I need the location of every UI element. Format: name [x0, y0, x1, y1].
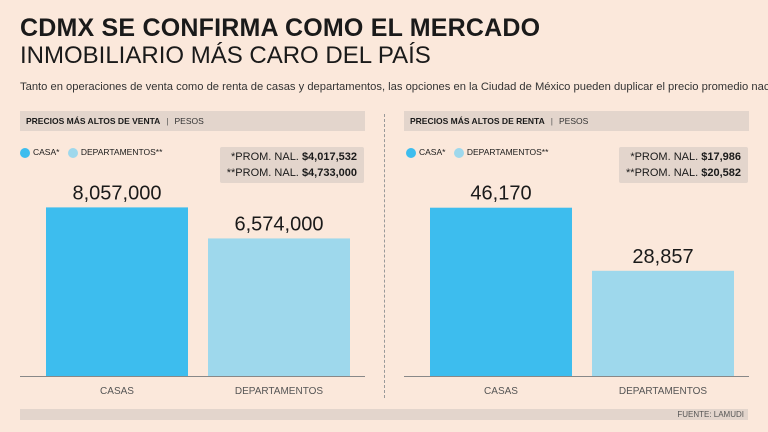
legend-item-casa: CASA* [20, 147, 60, 159]
legend-venta: CASA* DEPARTAMENTOS** [20, 147, 168, 159]
legend-renta: CASA* DEPARTAMENTOS** [406, 147, 554, 159]
avg-dept-value: $4,733,000 [301, 167, 357, 179]
legend-item-casa: CASA* [406, 147, 446, 159]
legend-item-departamentos: DEPARTAMENTOS** [453, 147, 549, 159]
data-label-departamentos: 28,857 [632, 246, 693, 268]
data-label-casas: 8,057,000 [73, 182, 162, 204]
panel-divider [384, 114, 385, 398]
avg-casa-value: $4,017,532 [301, 151, 357, 163]
panel-header-renta: PRECIOS MÁS ALTOS DE RENTA | PESOS [404, 111, 749, 131]
category-label-casas: CASAS [100, 386, 134, 397]
panel-title-renta: PRECIOS MÁS ALTOS DE RENTA [410, 116, 545, 126]
data-label-casas: 46,170 [470, 183, 531, 205]
category-label-departamentos: DEPARTAMENTOS [235, 386, 323, 397]
legend-label-departamentos: DEPARTAMENTOS** [80, 147, 163, 158]
avg-casa-value: $17,986 [701, 151, 741, 163]
panel-unit-venta: PESOS [174, 116, 204, 126]
avg-casa-label: *PROM. NAL. [231, 151, 299, 163]
legend-label-departamentos: DEPARTAMENTOS** [466, 147, 549, 158]
avg-dept-label: **PROM. NAL. [226, 167, 299, 179]
legend-dot-departamentos [67, 148, 78, 159]
panel-header-venta: PRECIOS MÁS ALTOS DE VENTA | PESOS [20, 111, 365, 131]
footer-bar [20, 409, 748, 420]
national-average-venta: *PROM. NAL. $4,017,532 **PROM. NAL. $4,7… [219, 147, 364, 183]
legend-dot-casa [406, 148, 416, 159]
separator: | [166, 116, 169, 126]
bar-casas [430, 207, 572, 376]
category-label-departamentos: DEPARTAMENTOS [619, 386, 707, 397]
panel-title-venta: PRECIOS MÁS ALTOS DE VENTA [26, 116, 161, 126]
bar-departamentos [592, 270, 734, 376]
title-line-2: INMOBILIARIO MÁS CARO DEL PAÍS [20, 42, 431, 69]
legend-label-casa: CASA* [419, 147, 446, 158]
subtitle: Tanto en operaciones de venta como de re… [20, 81, 768, 93]
data-label-departamentos: 6,574,000 [235, 213, 324, 235]
title-line-1: CDMX SE CONFIRMA COMO EL MERCADO [20, 14, 541, 42]
separator: | [550, 116, 553, 126]
national-average-renta: *PROM. NAL. $17,986 **PROM. NAL. $20,582 [619, 147, 748, 183]
legend-dot-casa [20, 148, 30, 159]
bar-casas [46, 207, 188, 376]
legend-item-departamentos: DEPARTAMENTOS** [67, 147, 163, 159]
category-label-casas: CASAS [484, 386, 518, 397]
avg-dept-value: $20,582 [701, 167, 741, 179]
source-note: FUENTE: LAMUDI [677, 410, 744, 419]
avg-dept-label: **PROM. NAL. [626, 167, 699, 179]
panel-unit-renta: PESOS [558, 116, 589, 126]
avg-casa-label: *PROM. NAL. [630, 151, 699, 163]
legend-dot-departamentos [453, 148, 464, 159]
legend-label-casa: CASA* [33, 147, 60, 158]
bar-departamentos [208, 238, 350, 376]
